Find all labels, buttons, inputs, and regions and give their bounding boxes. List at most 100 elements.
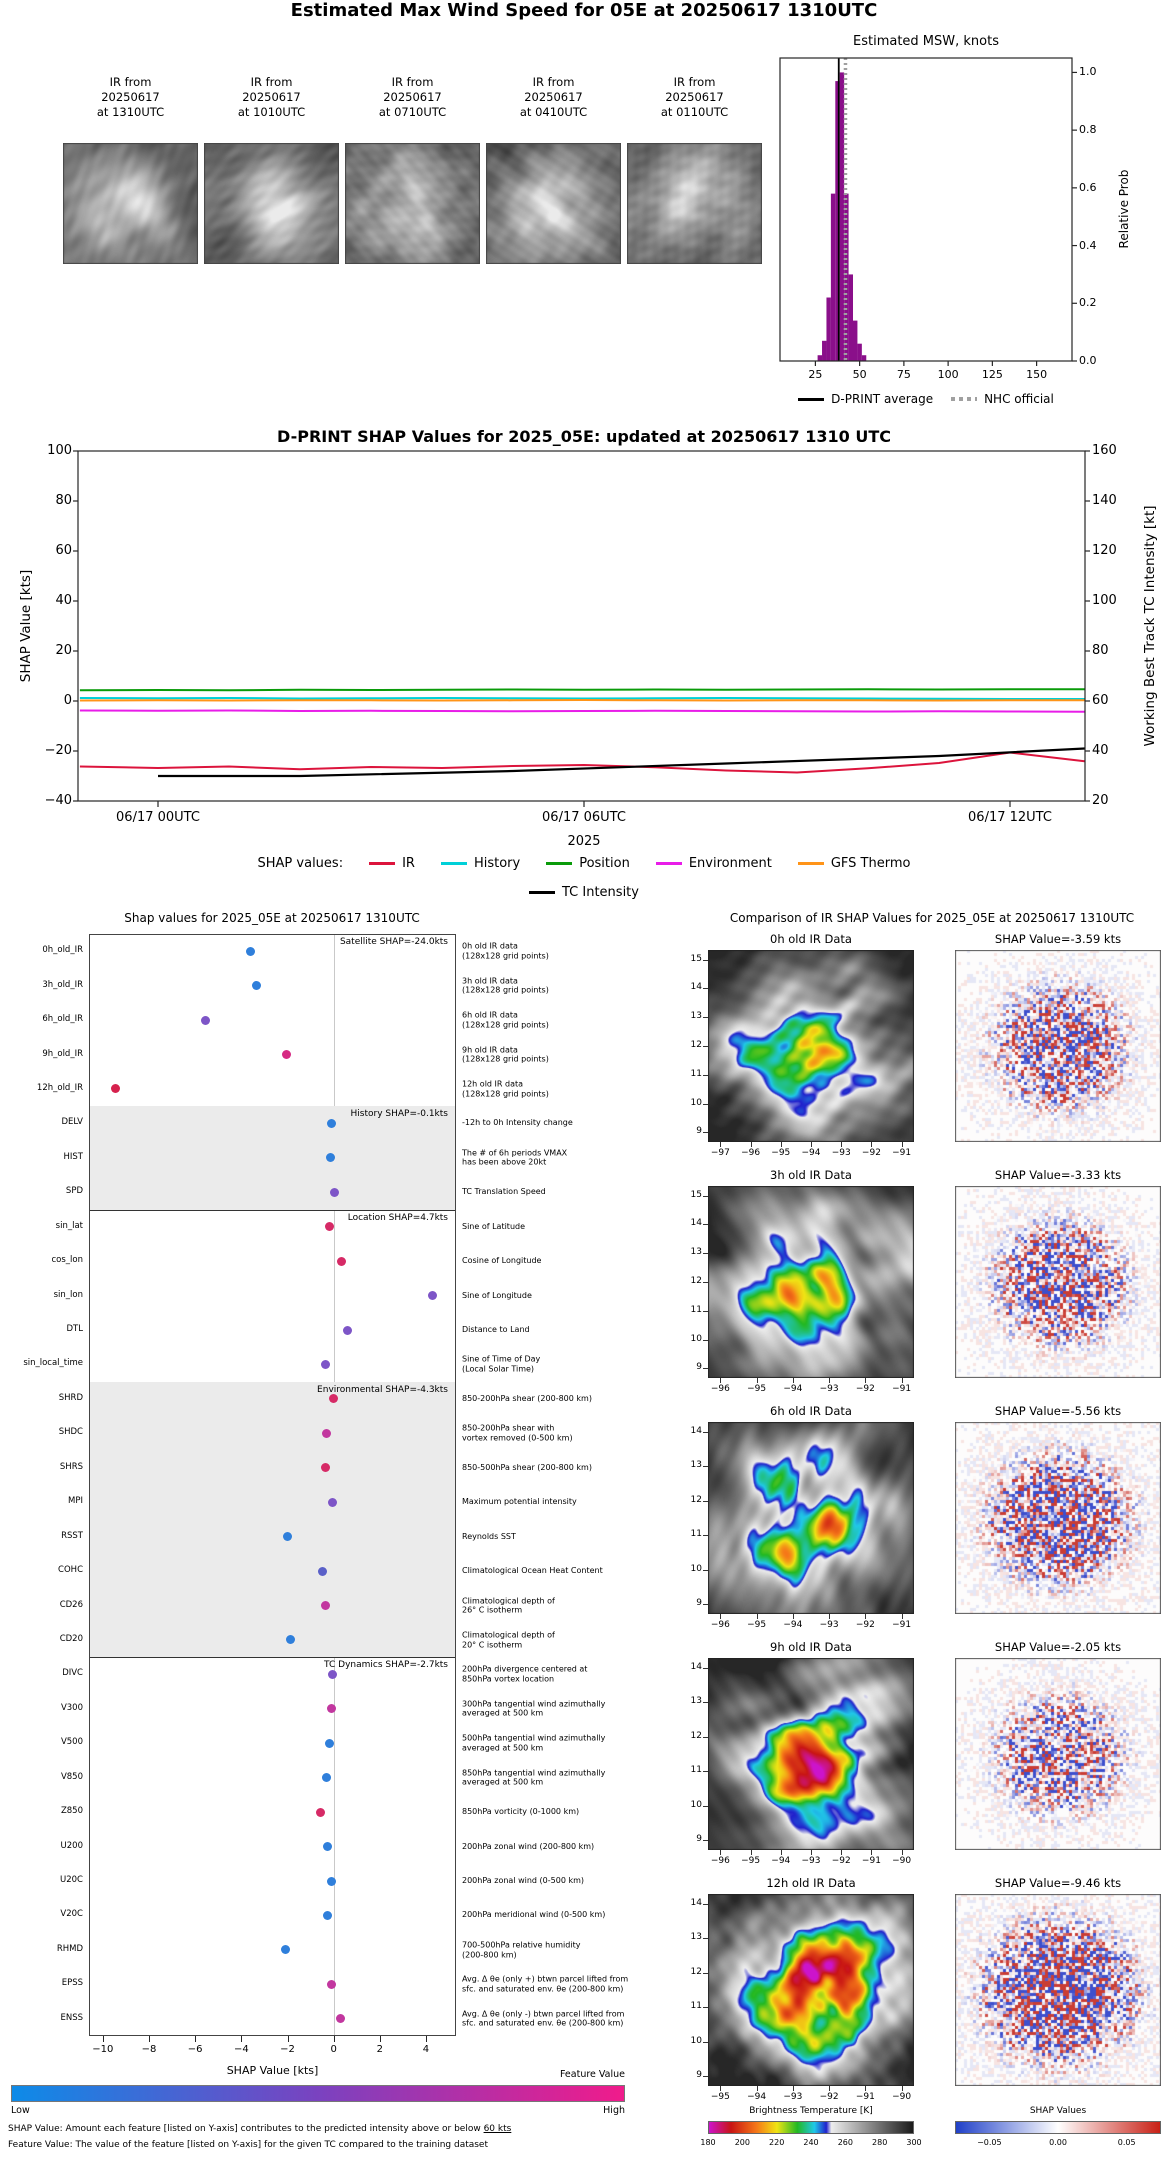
timeseries-xlabel: 2025 — [567, 834, 601, 849]
feature-shap-dot — [343, 1325, 353, 1335]
histogram-xtick: 50 — [852, 368, 867, 381]
feature-label: SHDC — [58, 1427, 83, 1438]
lat-tick: 10 — [690, 1563, 702, 1574]
tick-mark — [792, 2086, 794, 2091]
lon-tick: −93 — [801, 1856, 821, 1866]
group-header: Environmental SHAP=-4.3kts — [317, 1384, 448, 1395]
timeseries-ytick-left: −20 — [44, 743, 72, 758]
feature-description: 3h old IR data (128x128 grid points) — [462, 976, 549, 995]
ir-thumbnail-label: IR from 20250617 at 1010UTC — [237, 75, 306, 119]
shap-map-canvas — [955, 1422, 1161, 1614]
lat-tick: 13 — [690, 1932, 702, 1943]
feature-value-low-label: Low — [11, 2105, 30, 2116]
ir-panel-title: 9h old IR Data — [770, 1640, 852, 1654]
ir-map-canvas — [708, 1422, 914, 1614]
lat-tick: 12 — [690, 1276, 702, 1286]
lat-tick: 14 — [690, 1661, 702, 1672]
tick-mark — [703, 1132, 708, 1134]
feature-description: The # of 6h periods VMAX has been above … — [462, 1148, 568, 1167]
legend-item: Environment — [655, 856, 772, 871]
feature-label: U20C — [60, 1875, 83, 1886]
feature-description: Cosine of Longitude — [462, 1256, 542, 1266]
shap-panel-title: SHAP Value=-3.59 kts — [994, 932, 1122, 946]
timeseries-xtick: 06/17 12UTC — [968, 810, 1052, 825]
lon-tick: −94 — [747, 2092, 767, 2102]
group-band — [89, 1106, 456, 1210]
feature-label: CD26 — [59, 1599, 83, 1610]
lon-tick: −91 — [861, 1856, 881, 1866]
footnote-feature-value: Feature Value: The value of the feature … — [8, 2140, 489, 2150]
feature-label: 3h_old_IR — [42, 979, 83, 990]
feature-value-colorbar — [11, 2085, 625, 2102]
timeseries-legend-row2: TC Intensity — [24, 885, 1144, 900]
lon-tick: −93 — [783, 2092, 803, 2102]
shap-colorbar-tick: −0.05 — [977, 2138, 1002, 2147]
group-header: Satellite SHAP=-24.0kts — [339, 937, 448, 947]
feature-description: 850hPa tangential wind azimuthally avera… — [462, 1768, 606, 1787]
feature-label: DTL — [66, 1324, 83, 1335]
tick-mark — [703, 2007, 708, 2009]
tick-mark — [703, 1074, 708, 1076]
group-band — [89, 1381, 456, 1658]
lon-tick: −91 — [892, 1384, 912, 1394]
lat-tick: 14 — [690, 1897, 702, 1908]
tick-mark — [703, 1569, 708, 1571]
tick-mark — [703, 959, 708, 961]
timeseries-ytick-left: 0 — [63, 693, 72, 708]
feature-label: COHC — [58, 1565, 83, 1576]
solid-line-swatch — [798, 397, 825, 401]
lat-tick: 9 — [696, 1126, 702, 1137]
legend-item: NHC official — [951, 392, 1054, 406]
comparison-title: Comparison of IR SHAP Values for 2025_05… — [729, 911, 1135, 925]
lat-tick: 14 — [690, 1425, 702, 1436]
feature-shap-dot — [321, 1463, 331, 1473]
histogram-ytick: 0.2 — [1079, 296, 1097, 310]
tick-mark — [287, 2036, 289, 2042]
feature-description: 6h old IR data (128x128 grid points) — [462, 1010, 549, 1030]
lon-tick: −95 — [741, 1856, 761, 1866]
feature-description: Sine of Latitude — [462, 1221, 526, 1231]
feature-shap-dot — [321, 1601, 331, 1611]
feature-description: -12h to 0h Intensity change — [462, 1118, 573, 1128]
tick-mark — [703, 1500, 708, 1502]
beeswarm-xlabel: SHAP Value [kts] — [226, 2064, 319, 2077]
tick-mark — [703, 1667, 708, 1669]
feature-description: Climatological Ocean Heat Content — [462, 1566, 603, 1576]
tick-mark — [865, 2086, 867, 2091]
lat-tick: 9 — [696, 1834, 702, 1845]
feature-shap-dot — [323, 1910, 333, 1920]
feature-shap-dot — [325, 1153, 335, 1163]
feature-shap-dot — [280, 1945, 290, 1955]
tick-mark — [811, 1142, 812, 1147]
lon-tick: −95 — [710, 2092, 730, 2102]
feature-description: 200hPa zonal wind (0-500 km) — [462, 1876, 584, 1886]
feature-shap-dot — [336, 2014, 346, 2024]
ir-map-canvas — [708, 1186, 914, 1378]
lon-tick: −94 — [771, 1856, 791, 1866]
feature-description: 500hPa tangential wind azimuthally avera… — [462, 1733, 606, 1753]
tick-mark — [703, 1282, 708, 1283]
tick-mark — [102, 2036, 104, 2042]
legend-item: History — [440, 856, 520, 871]
feature-description: 200hPa zonal wind (200-800 km) — [462, 1841, 595, 1851]
bt-colorbar-tick: 280 — [872, 2138, 888, 2147]
tick-mark — [720, 1378, 722, 1383]
feature-label: EPSS — [61, 1978, 83, 1989]
lon-tick: −93 — [819, 1384, 839, 1394]
feature-label: 0h_old_IR — [42, 945, 83, 956]
feature-label: HIST — [63, 1151, 84, 1162]
lat-tick: 11 — [690, 1068, 702, 1079]
tick-mark — [841, 1142, 843, 1147]
beeswarm-xtick: 4 — [422, 2044, 430, 2055]
shap-panel-title: SHAP Value=-9.46 kts — [994, 1876, 1122, 1890]
feature-shap-dot — [330, 1187, 340, 1197]
feature-shap-dot — [317, 1566, 327, 1576]
lon-tick: −95 — [771, 1148, 791, 1158]
feature-label: sin_lat — [55, 1220, 83, 1231]
tick-mark — [703, 2076, 708, 2078]
tick-mark — [720, 1614, 722, 1619]
lat-tick: 9 — [696, 1362, 702, 1373]
footnote-threshold: 60 kts — [483, 2124, 512, 2134]
ir-panel-title: 0h old IR Data — [770, 932, 852, 946]
lat-tick: 13 — [690, 1247, 702, 1258]
